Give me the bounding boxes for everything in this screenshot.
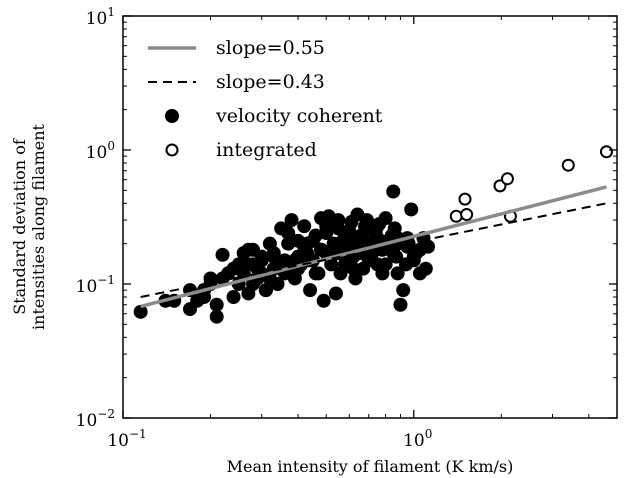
integrated-point-6 — [561, 158, 575, 172]
y-axis-label-line-2: intensities along filament — [29, 123, 48, 329]
velocity-coherent-point-80 — [209, 297, 224, 312]
velocity-coherent-point-0 — [133, 304, 148, 319]
velocity-coherent-point-116 — [390, 266, 405, 281]
velocity-coherent-point-140 — [266, 249, 281, 264]
x-tick-label-1: 100 — [403, 427, 432, 451]
velocity-coherent-point-86 — [246, 277, 261, 291]
velocity-coherent-point-103 — [324, 257, 339, 272]
velocity-coherent-point-142 — [300, 236, 315, 251]
legend-label-0: slope=0.55 — [216, 37, 325, 59]
y-tick-label-3: 101 — [86, 5, 115, 29]
x-tick-label-0: 10−1 — [107, 427, 146, 451]
legend-label-3: integrated — [216, 139, 317, 161]
legend-label-2: velocity coherent — [215, 105, 383, 127]
velocity-coherent-point-78 — [418, 261, 433, 276]
velocity-coherent-point-82 — [226, 289, 241, 304]
velocity-coherent-point-54 — [359, 213, 374, 228]
velocity-coherent-point-114 — [378, 257, 393, 272]
velocity-coherent-point-141 — [287, 253, 302, 268]
velocity-coherent-point-138 — [197, 289, 212, 304]
legend-label-1: slope=0.43 — [216, 71, 325, 93]
velocity-coherent-point-122 — [203, 271, 218, 286]
velocity-coherent-point-144 — [326, 239, 341, 254]
velocity-coherent-point-123 — [221, 266, 236, 281]
velocity-coherent-point-107 — [346, 261, 361, 276]
velocity-coherent-point-65 — [386, 184, 401, 199]
velocity-coherent-point-147 — [365, 223, 380, 238]
integrated-point-0 — [449, 209, 463, 223]
velocity-coherent-point-40 — [328, 286, 343, 301]
velocity-coherent-point-7 — [209, 309, 224, 324]
x-axis-label: Mean intensity of filament (K km/s) — [227, 457, 514, 476]
y-tick-label-1: 10−1 — [76, 273, 115, 297]
axes-frame — [122, 15, 618, 419]
velocity-coherent-point-102 — [319, 226, 334, 241]
legend-marker-2 — [165, 109, 179, 123]
velocity-coherent-point-94 — [281, 226, 296, 241]
velocity-coherent-point-145 — [337, 228, 352, 243]
velocity-coherent-point-73 — [404, 202, 419, 217]
velocity-coherent-point-28 — [297, 219, 312, 234]
velocity-coherent-point-24 — [284, 213, 299, 228]
velocity-coherent-point-35 — [316, 293, 331, 308]
plot-inner — [133, 145, 613, 324]
legend-marker-3 — [165, 143, 179, 157]
integrated-point-1 — [458, 192, 472, 206]
velocity-coherent-point-139 — [246, 257, 261, 272]
velocity-coherent-point-85 — [241, 242, 256, 257]
velocity-coherent-point-100 — [308, 266, 323, 281]
y-tick-label-2: 100 — [86, 139, 115, 163]
integrated-point-7 — [599, 145, 613, 159]
integrated-point-4 — [500, 172, 514, 186]
fit-line-slope-055 — [140, 185, 607, 309]
velocity-coherent-point-143 — [314, 242, 329, 257]
y-axis-label-line-1: Standard deviation of — [10, 138, 29, 315]
integrated-point-2 — [460, 208, 474, 222]
velocity-coherent-point-120 — [412, 242, 427, 257]
velocity-coherent-point-8 — [215, 247, 230, 262]
velocity-coherent-point-70 — [396, 283, 411, 298]
velocity-coherent-point-69 — [393, 297, 408, 312]
fit-line-slope-043 — [140, 202, 607, 298]
velocity-coherent-point-89 — [258, 283, 273, 298]
y-tick-label-0: 10−2 — [76, 407, 115, 431]
plot-area — [133, 145, 613, 324]
velocity-coherent-point-30 — [303, 283, 318, 298]
velocity-coherent-point-146 — [348, 233, 363, 248]
legend: slope=0.55 slope=0.43 velocity coherent int… — [148, 37, 383, 161]
